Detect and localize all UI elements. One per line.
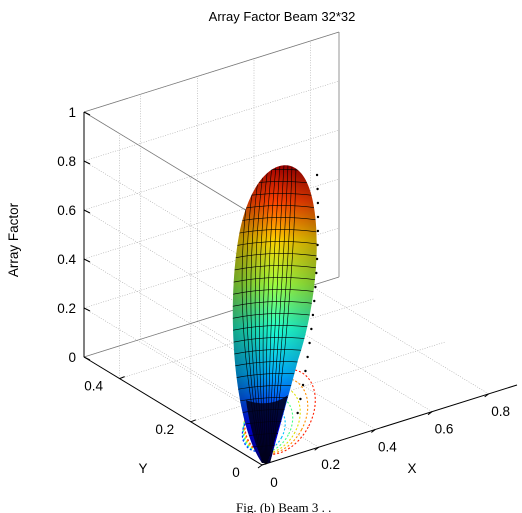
figure-caption: Fig. (b) Beam 3 . . [236,500,331,513]
mesh-line [232,265,317,273]
z-tick-label: 0.4 [57,252,76,267]
mesh-node [316,201,320,205]
x-tick-mark [314,446,319,451]
mesh-node [308,341,311,345]
z-tick-label: 0.2 [57,301,76,316]
mesh-node [315,257,319,261]
x-tick-mark [427,411,433,416]
mesh-node [316,215,320,219]
mesh-node [311,313,315,317]
beam-base [246,395,288,465]
box-edge [83,31,340,113]
x-tick-label: 0 [270,475,278,490]
z-tick-mark [83,160,91,165]
z-tick-mark [83,307,91,312]
chart-title: Array Factor Beam 32*32 [209,9,356,24]
mesh-node [299,397,302,401]
x-tick-label: 0.4 [378,439,397,454]
y-tick-label: 0.2 [155,422,174,437]
y-axis-label: Y [138,461,147,476]
mesh-node [315,173,319,177]
grid-line [83,80,340,162]
x-axis-label: X [407,461,416,476]
x-tick-mark [371,429,376,433]
y-axis-line [83,356,263,466]
mesh-line [232,313,317,321]
mesh-node [316,187,319,191]
mesh-node [310,327,313,331]
z-tick-mark [83,356,91,361]
grid-line [119,298,375,379]
y-tick-mark [261,462,268,466]
z-tick-label: 0.8 [57,154,76,169]
mesh-line [232,289,317,297]
z-tick-mark [83,111,91,116]
beam-surface [232,165,320,465]
mesh-node [313,299,316,303]
z-tick-label: 0.6 [57,203,76,218]
x-tick-label: 0.2 [321,457,340,472]
mesh-node [296,411,299,415]
axis-labels: 0 0.2 0.4 0.6 0.8 0 0.2 0.4 0 0.2 0.4 0.6 0.8 1 [57,105,510,490]
mesh-node [304,369,307,373]
x-tick-mark [484,393,489,398]
y-tick-label: 0.4 [84,379,103,394]
z-tick-mark [83,209,91,214]
mesh-node [314,285,317,289]
grid-line [190,341,446,423]
mesh-node [306,355,309,359]
x-tick-mark [257,464,263,469]
mesh-node [316,229,320,233]
box-edge [83,111,263,221]
y-tick-label: 0 [232,465,240,480]
mesh-line [232,325,317,333]
x-tick-label: 0.6 [435,422,454,437]
z-tick-label: 1 [68,105,76,120]
mesh-line [232,277,317,285]
y-tick-mark [119,376,125,380]
grid-line [83,160,263,270]
grid-line [310,285,489,395]
mesh-line [232,337,317,345]
x-axis-line [261,384,518,466]
mesh-line [232,349,317,357]
axis-ticks [83,111,489,469]
z-tick-mark [83,258,91,263]
beam-shading [232,165,317,463]
z-axis-label: Array Factor [6,202,21,277]
grid-line [83,129,340,211]
x-tick-label: 0.8 [491,404,510,419]
z-tick-label: 0 [68,350,76,365]
mesh-node [315,271,318,275]
y-tick-mark [190,419,196,423]
mesh-node [301,383,305,387]
mesh-node [316,243,319,247]
mesh-line [232,361,317,369]
